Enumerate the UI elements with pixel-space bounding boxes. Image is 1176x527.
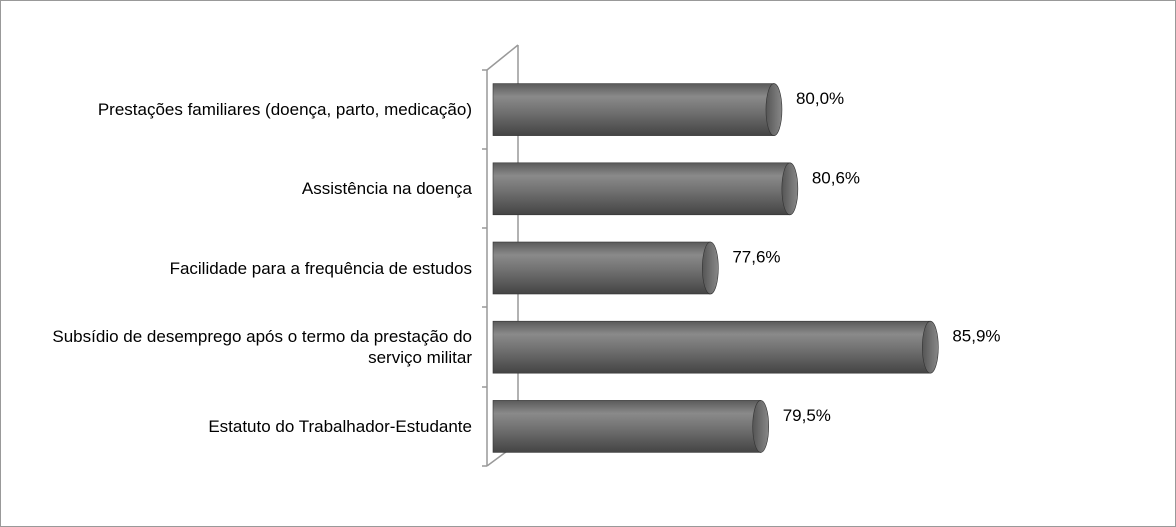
category-label: Estatuto do Trabalhador-Estudante (208, 416, 472, 436)
bar (492, 162, 791, 216)
value-label: 80,6% (812, 168, 860, 187)
category-label: Subsídio de desemprego após o termo da p… (52, 327, 472, 368)
category-label: Assistência na doença (301, 179, 472, 199)
value-label: 79,5% (783, 406, 831, 425)
value-label: 77,6% (732, 247, 780, 266)
bar-cap (781, 162, 799, 216)
bar (492, 83, 775, 136)
value-label: 85,9% (952, 327, 1000, 346)
bar-cap (752, 400, 769, 453)
category-label: Facilidade para a frequência de estudos (169, 258, 472, 278)
value-label: 80,0% (796, 89, 844, 108)
category-label: Prestações familiares (doença, parto, me… (97, 100, 472, 120)
bar (492, 400, 761, 453)
bar-cap (702, 241, 719, 295)
bar (492, 241, 711, 295)
bar-cap (765, 83, 783, 136)
bar (492, 320, 931, 374)
bar-cap (922, 320, 939, 374)
